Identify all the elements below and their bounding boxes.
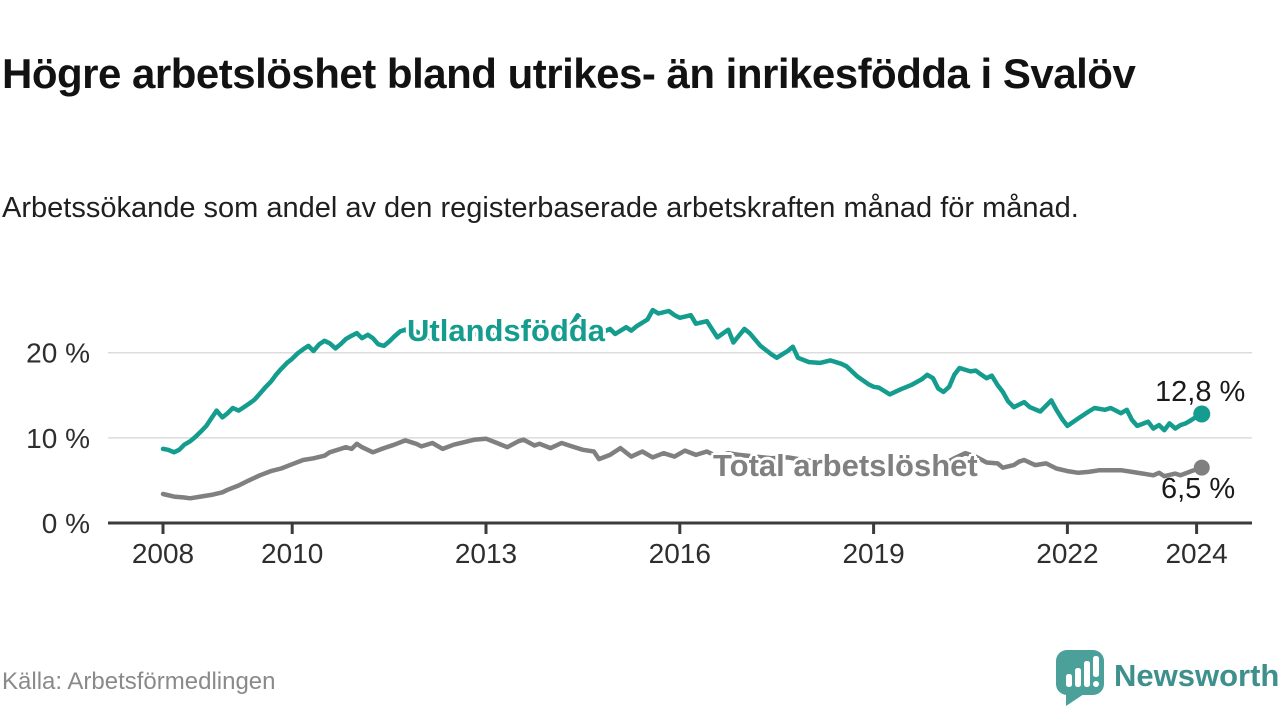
newsworthy-logo: Newsworthy xyxy=(1056,650,1278,706)
page-title: Högre arbetslöshet bland utrikes- än inr… xyxy=(2,50,1136,98)
x-tick-label-2010: 2010 xyxy=(261,538,323,569)
x-tick-label-2016: 2016 xyxy=(649,538,711,569)
series-label-total-arbetsloshet: Total arbetslöshet xyxy=(713,448,978,483)
line-series-0 xyxy=(160,307,1205,455)
x-tick-label-2008: 2008 xyxy=(132,538,194,569)
source-attribution: Källa: Arbetsförmedlingen xyxy=(2,668,276,695)
newsworthy-wordmark: Newsworthy xyxy=(1114,658,1278,693)
x-tick-label-2013: 2013 xyxy=(455,538,517,569)
series-label-utlandsfodda: Utlandsfödda xyxy=(407,313,606,348)
y-tick-label-20: 20 % xyxy=(26,338,90,369)
x-tick-label-2024: 2024 xyxy=(1165,538,1227,569)
end-dot-series-1 xyxy=(1193,459,1210,476)
end-value-total-arbetsloshet: 6,5 % xyxy=(1161,473,1236,505)
end-value-utlandsfodda: 12,8 % xyxy=(1155,376,1246,408)
y-tick-label-0: 0 % xyxy=(42,508,90,539)
page-subtitle: Arbetssökande som andel av den registerb… xyxy=(2,192,1079,224)
x-tick-label-2019: 2019 xyxy=(842,538,904,569)
end-dot-series-0 xyxy=(1193,405,1211,423)
newsworthy-logo-icon xyxy=(1056,650,1104,706)
y-tick-label-10: 10 % xyxy=(26,423,90,454)
line-series-1 xyxy=(160,436,1205,501)
x-tick-label-2022: 2022 xyxy=(1036,538,1098,569)
